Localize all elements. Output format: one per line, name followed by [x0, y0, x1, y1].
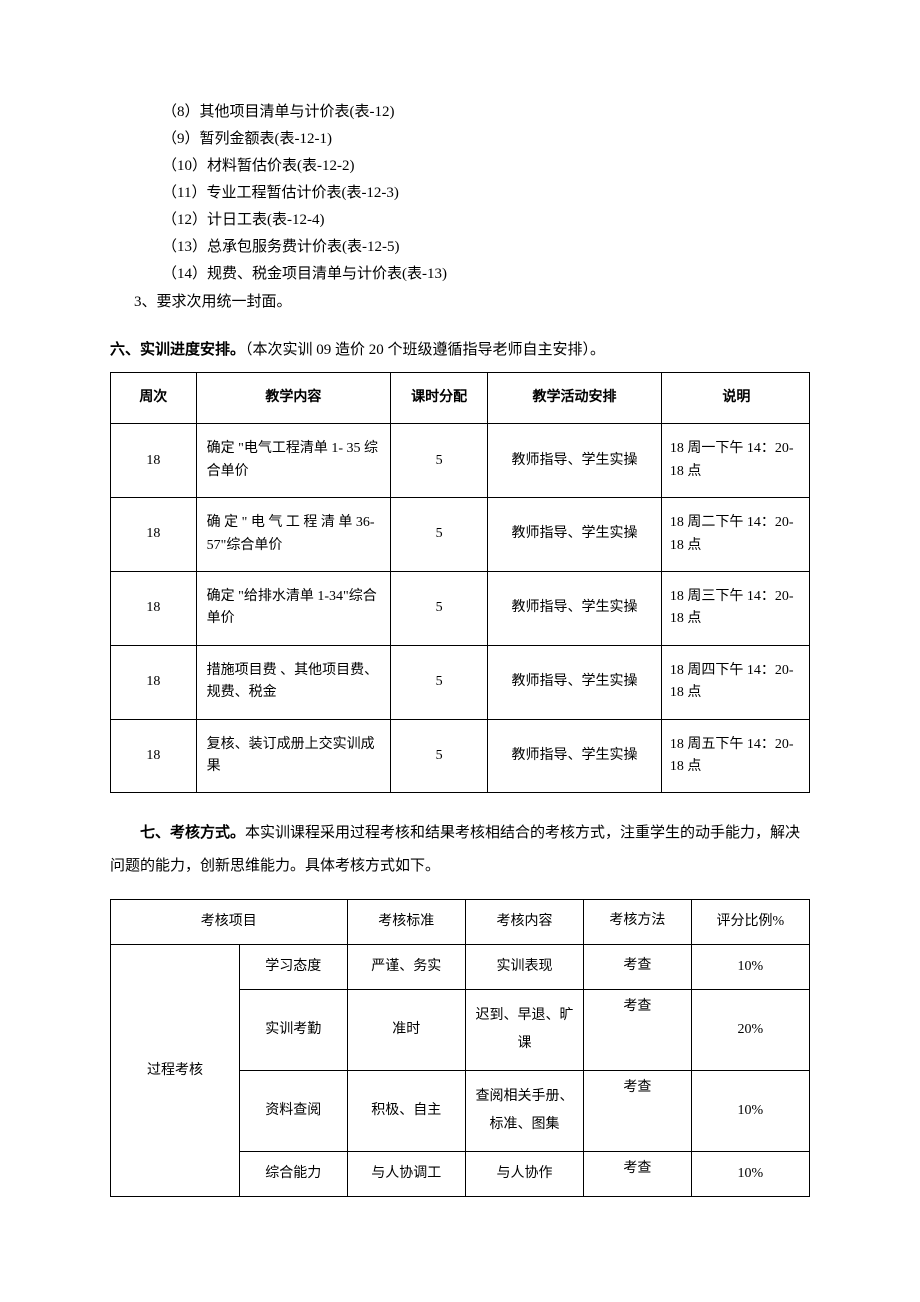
- cell-week: 18: [111, 571, 197, 645]
- cell-group: 过程考核: [111, 945, 240, 1197]
- col-method: 考核方法: [584, 900, 692, 945]
- cell-week: 18: [111, 645, 197, 719]
- col-content: 考核内容: [465, 900, 583, 945]
- table-row: 18 措施项目费 、其他项目费、规费、税金 5 教师指导、学生实操 18 周四下…: [111, 645, 810, 719]
- col-note: 说明: [661, 373, 809, 424]
- list-item: （8）其他项目清单与计价表(表-12): [110, 100, 810, 124]
- cell-content: 确定 "电气工程清单 1- 35 综合单价: [196, 424, 390, 498]
- table-row: 18 确定 "电气工程清单 1- 35 综合单价 5 教师指导、学生实操 18 …: [111, 424, 810, 498]
- list-note: 3、要求次用统一封面。: [110, 290, 810, 314]
- cell-percent: 10%: [691, 1071, 809, 1152]
- cell-method: 考查: [584, 1071, 692, 1152]
- cell-percent: 10%: [691, 945, 809, 990]
- cell-method: 考查: [584, 990, 692, 1071]
- col-week: 周次: [111, 373, 197, 424]
- cell-hours: 5: [391, 719, 488, 793]
- cell-standard: 积极、自主: [347, 1071, 465, 1152]
- table-row: 18 确定 "给排水清单 1-34"综合单价 5 教师指导、学生实操 18 周三…: [111, 571, 810, 645]
- cell-hours: 5: [391, 498, 488, 572]
- cell-hours: 5: [391, 571, 488, 645]
- cell-note: 18 周五下午 14：20-18 点: [661, 719, 809, 793]
- cell-standard: 与人协调工: [347, 1152, 465, 1197]
- cell-standard: 严谨、务实: [347, 945, 465, 990]
- cell-content: 复核、装订成册上交实训成果: [196, 719, 390, 793]
- col-project: 考核项目: [111, 900, 348, 945]
- table-row: 18 复核、装订成册上交实训成果 5 教师指导、学生实操 18 周五下午 14：…: [111, 719, 810, 793]
- list-item: （13）总承包服务费计价表(表-12-5): [110, 235, 810, 259]
- cell-content: 查阅相关手册、标准、图集: [465, 1071, 583, 1152]
- col-content: 教学内容: [196, 373, 390, 424]
- cell-standard: 准时: [347, 990, 465, 1071]
- cell-content: 实训表现: [465, 945, 583, 990]
- numbered-list: （8）其他项目清单与计价表(表-12) （9）暂列金额表(表-12-1) （10…: [110, 100, 810, 286]
- cell-note: 18 周四下午 14：20-18 点: [661, 645, 809, 719]
- section-6-after: （本次实训 09 造价 20 个班级遵循指导老师自主安排）。: [245, 342, 605, 358]
- cell-note: 18 周二下午 14：20-18 点: [661, 498, 809, 572]
- list-item: （14）规费、税金项目清单与计价表(表-13): [110, 262, 810, 286]
- cell-note: 18 周一下午 14：20-18 点: [661, 424, 809, 498]
- section-6-title: 六、实训进度安排。（本次实训 09 造价 20 个班级遵循指导老师自主安排）。: [110, 338, 810, 362]
- cell-week: 18: [111, 719, 197, 793]
- assessment-table: 考核项目 考核标准 考核内容 考核方法 评分比例% 过程考核 学习态度 严谨、务…: [110, 899, 810, 1197]
- col-hours: 课时分配: [391, 373, 488, 424]
- cell-activity: 教师指导、学生实操: [488, 645, 662, 719]
- cell-content: 确 定 " 电 气 工 程 清 单 36-57"综合单价: [196, 498, 390, 572]
- cell-hours: 5: [391, 424, 488, 498]
- table-row: 过程考核 学习态度 严谨、务实 实训表现 考查 10%: [111, 945, 810, 990]
- col-standard: 考核标准: [347, 900, 465, 945]
- col-activity: 教学活动安排: [488, 373, 662, 424]
- cell-sub: 学习态度: [240, 945, 348, 990]
- list-item: （11）专业工程暂估计价表(表-12-3): [110, 181, 810, 205]
- section-7-label: 七、考核方式。: [140, 825, 245, 841]
- cell-activity: 教师指导、学生实操: [488, 571, 662, 645]
- cell-activity: 教师指导、学生实操: [488, 498, 662, 572]
- schedule-table: 周次 教学内容 课时分配 教学活动安排 说明 18 确定 "电气工程清单 1- …: [110, 372, 810, 793]
- cell-content: 与人协作: [465, 1152, 583, 1197]
- cell-percent: 10%: [691, 1152, 809, 1197]
- table-header-row: 考核项目 考核标准 考核内容 考核方法 评分比例%: [111, 900, 810, 945]
- cell-method: 考查: [584, 1152, 692, 1197]
- cell-note: 18 周三下午 14：20-18 点: [661, 571, 809, 645]
- table-row: 18 确 定 " 电 气 工 程 清 单 36-57"综合单价 5 教师指导、学…: [111, 498, 810, 572]
- col-percent: 评分比例%: [691, 900, 809, 945]
- list-item: （10）材料暂估价表(表-12-2): [110, 154, 810, 178]
- table-header-row: 周次 教学内容 课时分配 教学活动安排 说明: [111, 373, 810, 424]
- cell-sub: 综合能力: [240, 1152, 348, 1197]
- cell-content: 确定 "给排水清单 1-34"综合单价: [196, 571, 390, 645]
- cell-activity: 教师指导、学生实操: [488, 719, 662, 793]
- section-7-desc: 七、考核方式。本实训课程采用过程考核和结果考核相结合的考核方式，注重学生的动手能…: [110, 817, 810, 883]
- cell-content: 迟到、早退、旷课: [465, 990, 583, 1071]
- cell-week: 18: [111, 498, 197, 572]
- cell-percent: 20%: [691, 990, 809, 1071]
- cell-sub: 资料查阅: [240, 1071, 348, 1152]
- cell-week: 18: [111, 424, 197, 498]
- section-6-label: 六、实训进度安排。: [110, 342, 245, 358]
- list-item: （9）暂列金额表(表-12-1): [110, 127, 810, 151]
- cell-sub: 实训考勤: [240, 990, 348, 1071]
- cell-content: 措施项目费 、其他项目费、规费、税金: [196, 645, 390, 719]
- cell-method: 考查: [584, 945, 692, 990]
- cell-hours: 5: [391, 645, 488, 719]
- list-item: （12）计日工表(表-12-4): [110, 208, 810, 232]
- cell-activity: 教师指导、学生实操: [488, 424, 662, 498]
